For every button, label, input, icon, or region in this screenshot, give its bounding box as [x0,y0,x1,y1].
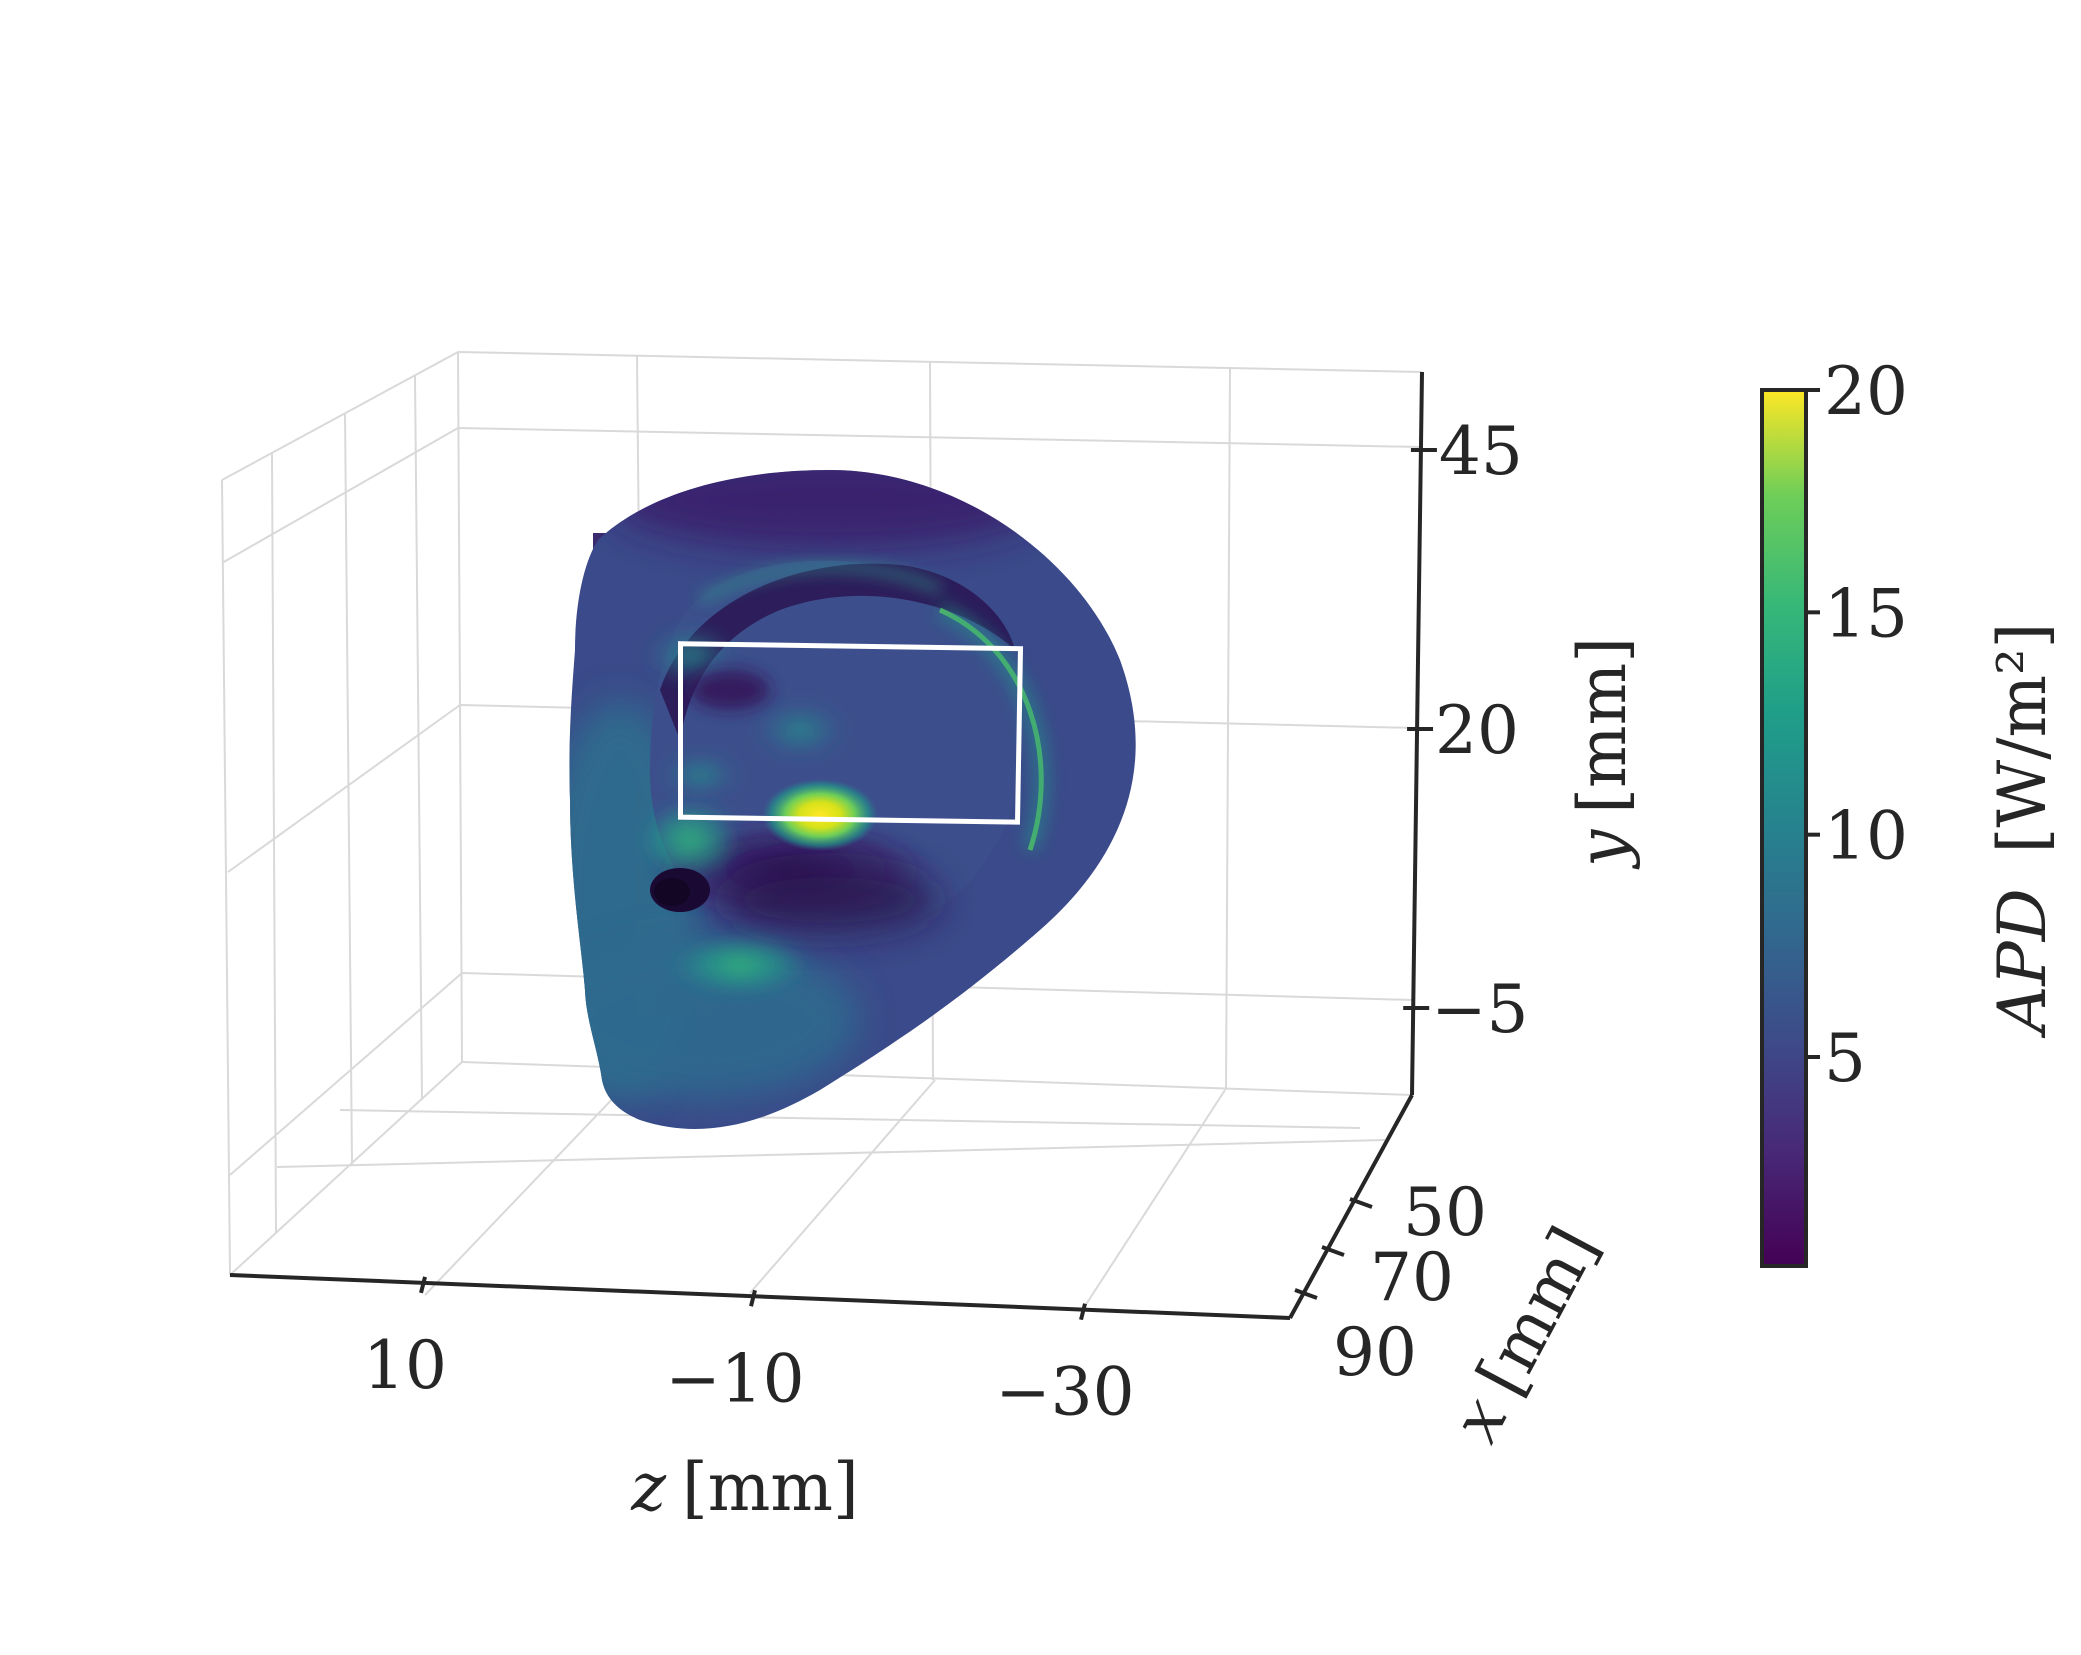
colorbar-label-var: APD [1984,888,2061,1039]
y-tick-label: 45 [1439,413,1523,490]
z-tick-mark [749,1289,757,1307]
z-axis-label-unit: [mm] [682,1449,859,1526]
highlight-layer [678,641,1024,825]
y-axis-label-var: y [1564,829,1641,870]
y-axis-label-unit: [mm] [1564,637,1641,814]
z-axis-label: z [mm] [630,1449,858,1526]
x-tick-mark [1349,1197,1373,1209]
z-axis-line [229,1273,1291,1320]
colorbar: 5 10 15 20 APD [W/m²] [1760,353,2061,1268]
colorbar-label: APD [W/m²] [1984,623,2061,1040]
y-tick-label: 20 [1435,692,1519,769]
x-tick-mark [1321,1245,1345,1257]
y-axis-label: y [mm] [1564,637,1641,870]
z-tick-label: 10 [363,1327,447,1404]
colorbar-gradient [1760,388,1808,1268]
colorbar-tick-label: 5 [1824,1020,1866,1097]
z-axis-label-var: z [630,1449,667,1526]
apd-hotspot [762,779,878,851]
colorbar-ticks: 5 10 15 20 [1806,353,1908,1097]
x-axis-line [1288,1094,1414,1319]
z-tick-mark [1079,1303,1087,1321]
colorbar-label-unit: [W/m²] [1984,623,2061,854]
x-tick-label: 70 [1370,1239,1454,1316]
z-tick-label: −30 [995,1354,1134,1431]
x-tick-mark [1294,1288,1318,1300]
colorbar-tick-label: 20 [1824,353,1908,430]
y-axis-line [1410,371,1424,1096]
z-tick-label: −10 [665,1340,804,1417]
z-tick-mark [419,1276,427,1294]
x-tick-label: 90 [1333,1314,1417,1391]
x-tick-label: 50 [1403,1174,1487,1251]
y-tick-label: −5 [1431,971,1528,1048]
colorbar-tick-label: 15 [1824,575,1908,652]
ear-surface [569,470,1136,1129]
highlight-box [678,641,1024,825]
colorbar-tick-label: 10 [1824,798,1908,875]
